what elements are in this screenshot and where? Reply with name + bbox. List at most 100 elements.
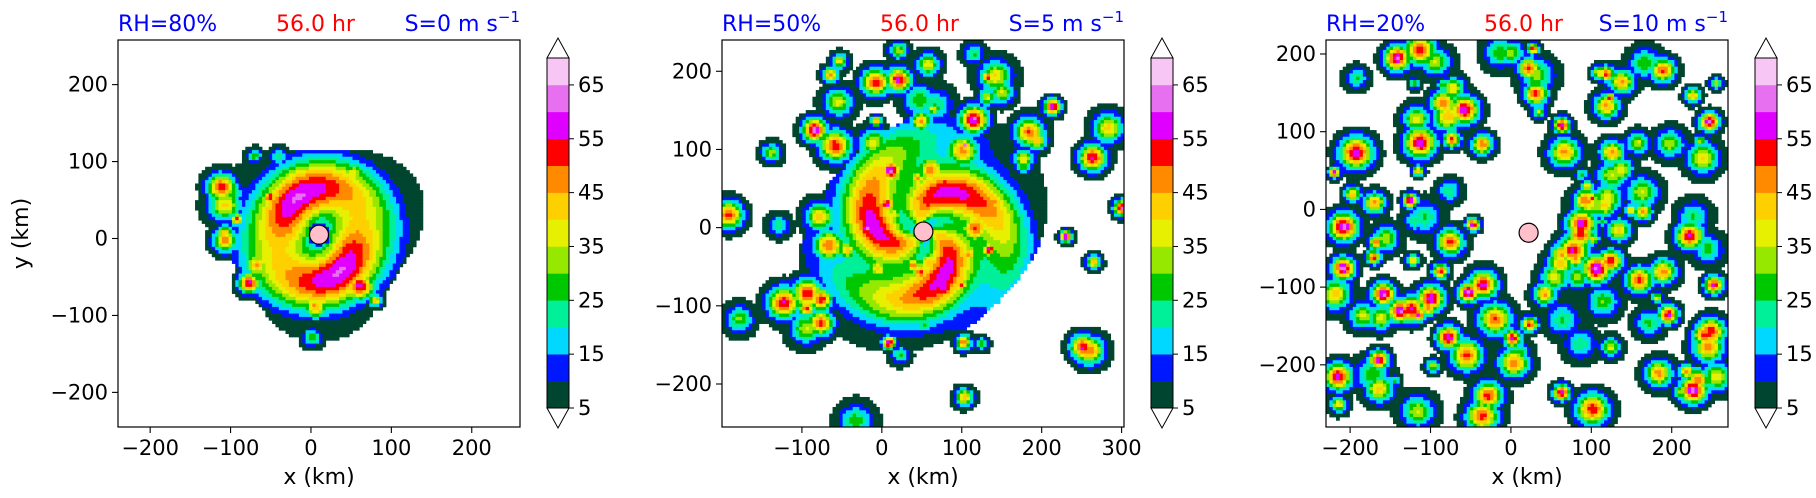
- contour-cell: [241, 230, 246, 234]
- contour-cell: [305, 326, 310, 331]
- contour-cell: [332, 260, 337, 264]
- contour-cell: [298, 186, 303, 191]
- contour-cell: [973, 106, 977, 111]
- contour-cell: [345, 256, 350, 261]
- contour-cell: [939, 100, 944, 104]
- contour-cell: [902, 113, 907, 118]
- contour-cell: [896, 133, 900, 138]
- contour-cell: [325, 220, 330, 224]
- contour-cell: [382, 246, 387, 251]
- contour-cell: [335, 250, 340, 254]
- contour-cell: [238, 203, 243, 208]
- contour-cell: [235, 196, 239, 201]
- contour-cell: [386, 200, 390, 204]
- contour-cell: [939, 93, 944, 98]
- contour-cell: [886, 50, 890, 54]
- contour-cell: [402, 250, 407, 254]
- contour-cell: [248, 226, 253, 231]
- contour-cell: [362, 163, 367, 168]
- contour-cell: [231, 253, 236, 258]
- contour-cell: [201, 176, 206, 181]
- contour-cell: [282, 200, 286, 204]
- contour-cell: [365, 316, 370, 321]
- contour-cell: [990, 106, 994, 111]
- contour-cell: [1097, 106, 1101, 111]
- contour-cell: [248, 253, 253, 258]
- contour-cell: [231, 186, 236, 191]
- contour-cell: [335, 243, 340, 248]
- contour-cell: [355, 276, 360, 281]
- contour-cell: [983, 70, 988, 74]
- contour-cell: [238, 283, 243, 288]
- contour-cell: [322, 320, 327, 324]
- contour-cell: [382, 296, 387, 301]
- contour-cell: [339, 246, 343, 251]
- contour-cell: [372, 230, 377, 234]
- contour-cell: [332, 193, 337, 198]
- contour-cell: [382, 210, 387, 214]
- contour-cell: [329, 156, 333, 161]
- contour-cell: [329, 183, 333, 188]
- contour-cell: [809, 126, 813, 131]
- contour-cell: [1023, 126, 1028, 131]
- contour-cell: [842, 120, 847, 124]
- contour-cell: [896, 110, 900, 114]
- contour-cell: [379, 163, 384, 168]
- contour-cell: [319, 300, 323, 304]
- contour-cell: [225, 180, 229, 184]
- contour-cell: [339, 203, 343, 208]
- contour-cell: [983, 103, 988, 108]
- contour-cell: [1010, 130, 1014, 134]
- contour-cell: [402, 236, 407, 241]
- contour-cell: [856, 66, 860, 71]
- contour-cell: [319, 256, 323, 261]
- contour-cell: [1060, 116, 1065, 121]
- contour-cell: [396, 233, 400, 238]
- contour-cell: [936, 80, 941, 84]
- contour-cell: [909, 123, 914, 128]
- contour-cell: [241, 293, 246, 298]
- contour-cell: [241, 276, 246, 281]
- contour-cell: [912, 90, 917, 94]
- contour-cell: [899, 93, 904, 98]
- contour-cell: [329, 306, 333, 311]
- contour-cell: [225, 246, 229, 251]
- contour-cell: [986, 56, 991, 61]
- contour-cell: [1033, 113, 1038, 118]
- contour-cell: [983, 140, 988, 144]
- contour-cell: [285, 180, 290, 184]
- contour-cell: [996, 73, 1001, 78]
- contour-cell: [292, 163, 296, 168]
- contour-cell: [342, 180, 347, 184]
- contour-cell: [365, 313, 370, 318]
- contour-cell: [312, 290, 317, 294]
- contour-cell: [258, 300, 263, 304]
- contour-cell: [319, 260, 323, 264]
- contour-cell: [799, 120, 803, 124]
- contour-cell: [990, 66, 994, 71]
- contour-cell: [986, 106, 991, 111]
- contour-cell: [899, 83, 904, 88]
- contour-cell: [419, 203, 424, 208]
- contour-cell: [282, 206, 286, 211]
- contour-cell: [396, 236, 400, 241]
- contour-cell: [332, 273, 337, 278]
- contour-cell: [355, 223, 360, 228]
- contour-cell: [285, 246, 290, 251]
- contour-cell: [976, 73, 981, 78]
- contour-cell: [245, 220, 250, 224]
- contour-cell: [382, 283, 387, 288]
- contour-cell: [275, 296, 280, 301]
- contour-cell: [325, 330, 330, 334]
- contour-cell: [359, 250, 363, 254]
- contour-cell: [349, 180, 353, 184]
- contour-cell: [906, 43, 910, 48]
- contour-cell: [856, 140, 860, 144]
- contour-cell: [288, 280, 293, 284]
- contour-cell: [762, 143, 766, 148]
- contour-cell: [288, 200, 293, 204]
- contour-cell: [275, 253, 280, 258]
- contour-cell: [268, 300, 273, 304]
- contour-cell: [359, 323, 363, 328]
- contour-cell: [255, 206, 260, 211]
